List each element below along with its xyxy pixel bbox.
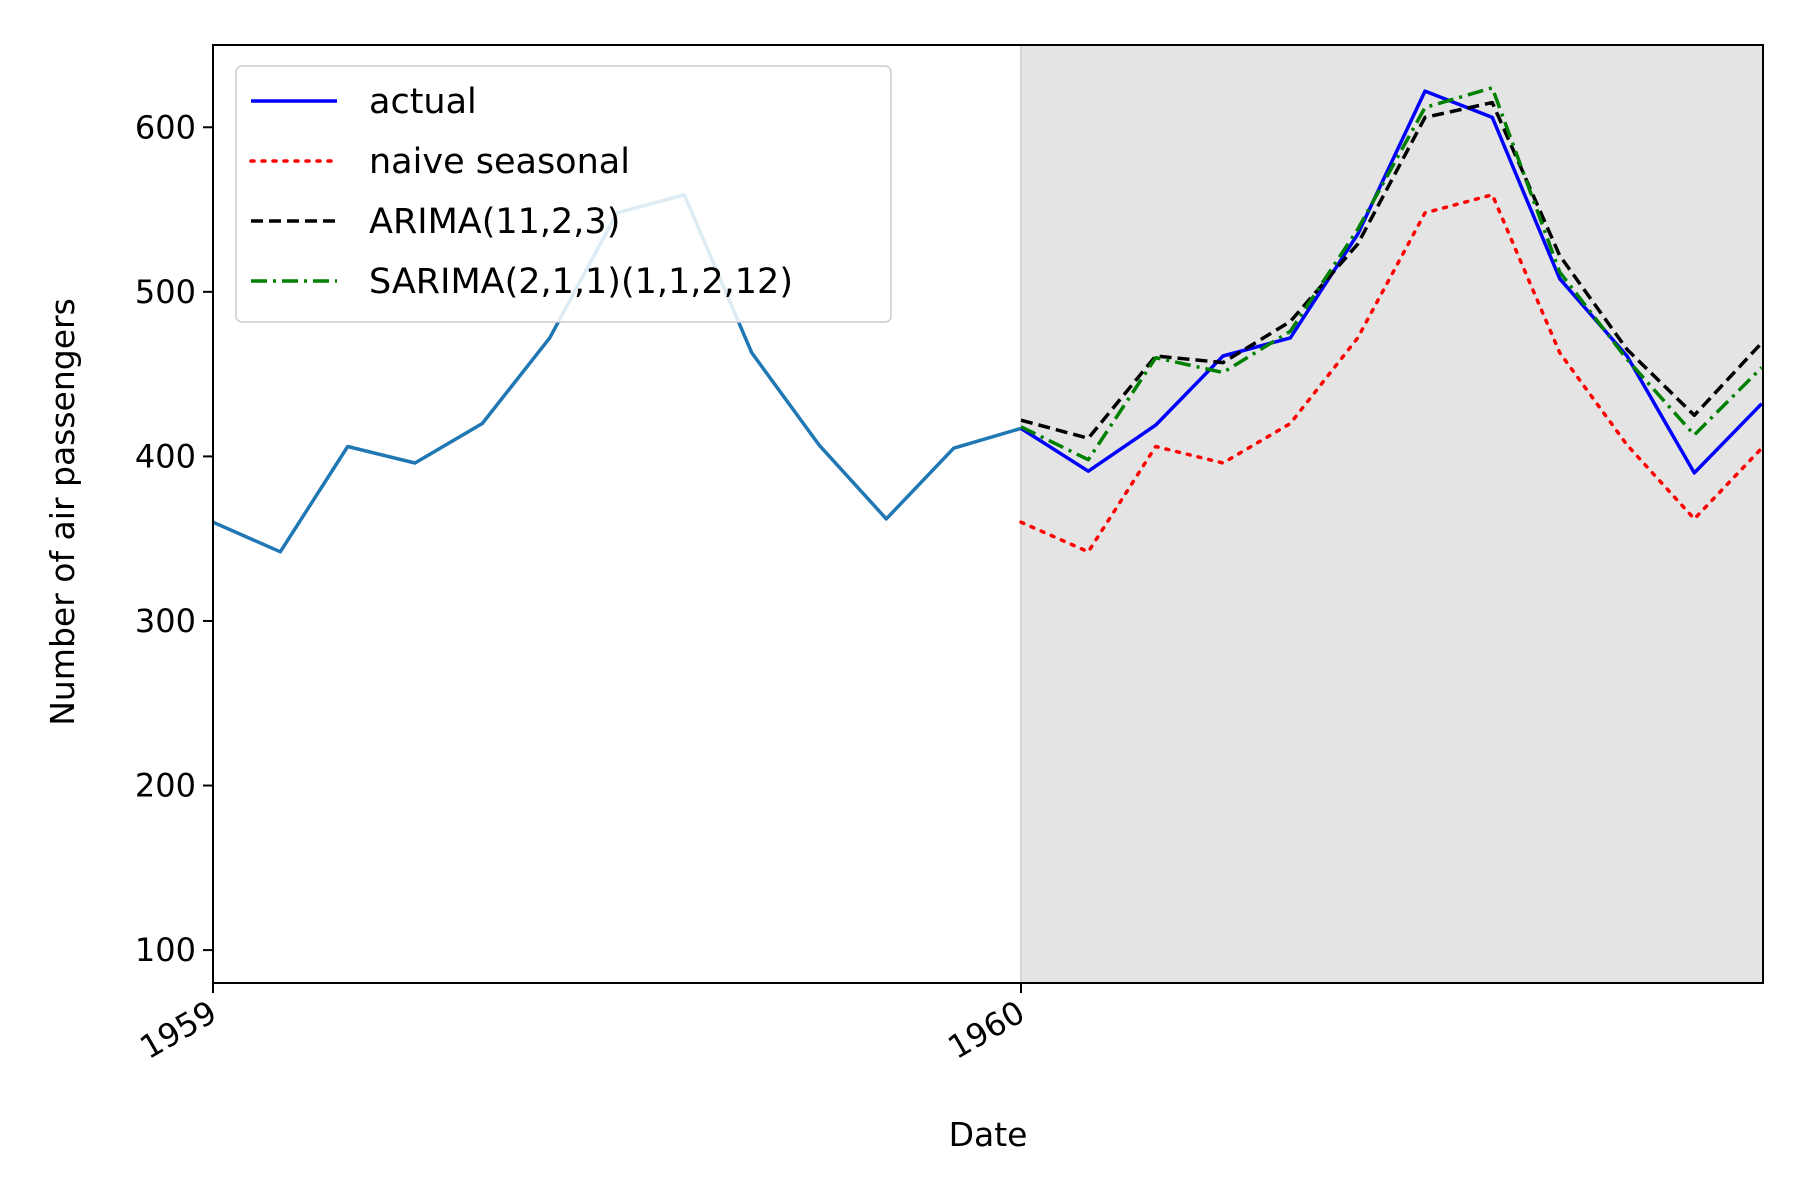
x-tick-label: 1960 xyxy=(941,993,1031,1067)
y-tick-label: 400 xyxy=(135,437,196,475)
series-line-3 xyxy=(1020,100,1763,441)
plot-frame xyxy=(212,44,1764,984)
forecast-region xyxy=(1021,45,1763,983)
y-tick-label: 100 xyxy=(135,931,196,969)
x-tick-label: 1959 xyxy=(133,993,223,1067)
y-tick-label: 600 xyxy=(135,108,196,146)
legend: actual naive seasonal ARIMA(11,2,3) SARIMA(… xyxy=(235,65,892,323)
y-tick-label: 300 xyxy=(135,602,196,640)
y-tick-label: 200 xyxy=(135,767,196,805)
series-line-4 xyxy=(1020,86,1763,462)
legend-label: ARIMA(11,2,3) xyxy=(369,202,620,242)
series-line-2 xyxy=(1019,193,1764,554)
y-tick-label: 500 xyxy=(135,273,196,311)
y-axis-title: Number of air passengers xyxy=(43,298,82,726)
legend-label: SARIMA(2,1,1)(1,1,2,12) xyxy=(369,262,793,302)
legend-label: actual xyxy=(369,82,477,122)
legend-label: naive seasonal xyxy=(369,142,630,182)
legend-box xyxy=(235,65,892,323)
x-axis-title: Date xyxy=(949,1115,1028,1154)
series-line-1 xyxy=(1020,89,1763,475)
